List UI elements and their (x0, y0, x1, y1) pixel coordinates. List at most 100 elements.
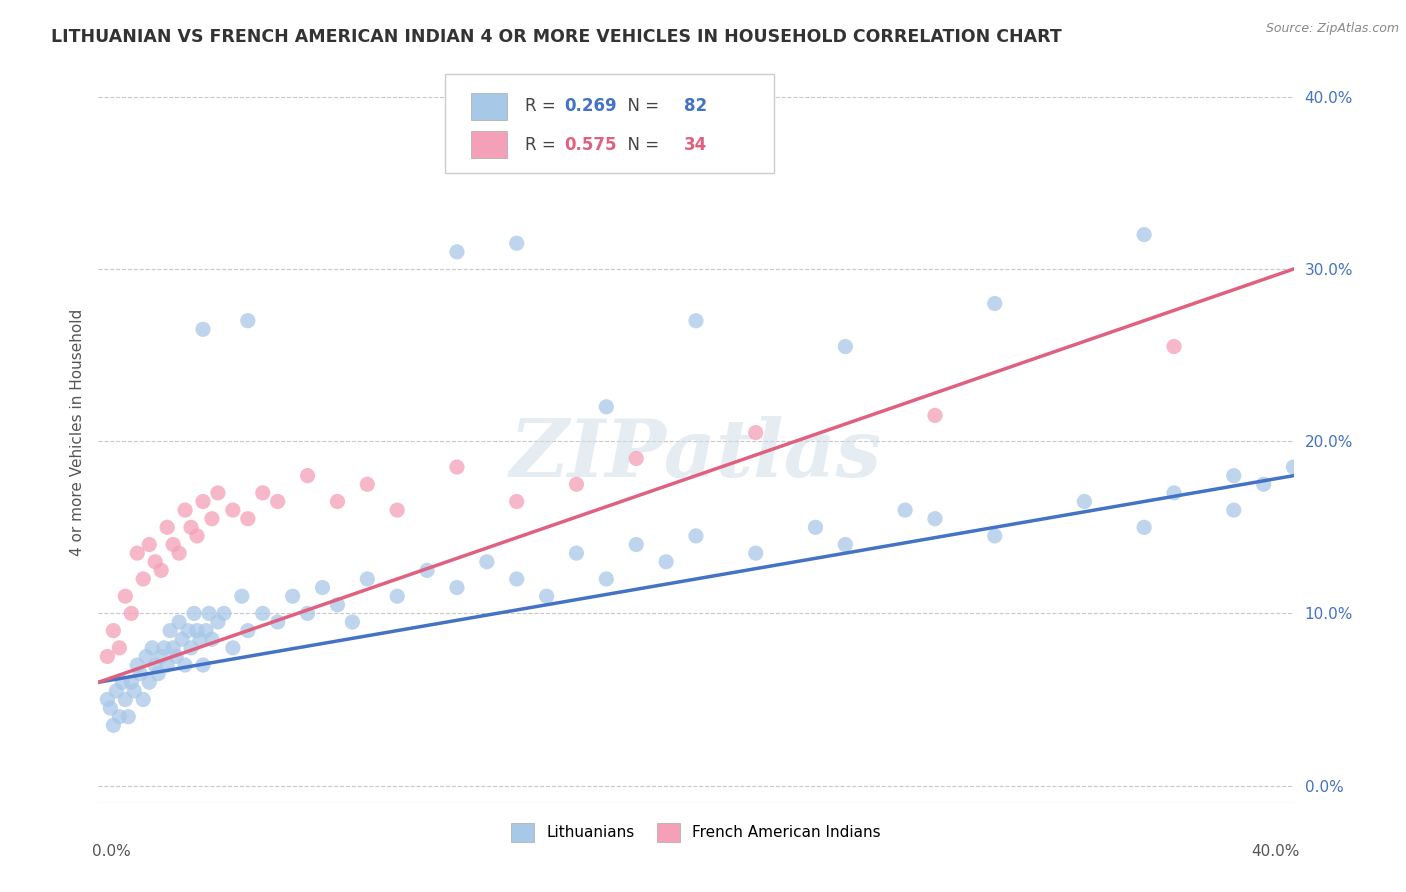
Point (506, 236, 529, 251)
Point (191, 322, 214, 336)
Point (114, 692, 136, 706)
Point (222, 503, 245, 517)
Point (446, 581, 468, 595)
Text: R =: R = (524, 136, 561, 153)
Point (141, 640, 163, 655)
Text: 34: 34 (685, 136, 707, 153)
Point (167, 546, 190, 560)
Point (188, 632, 211, 647)
Point (252, 486, 274, 500)
Point (565, 477, 588, 491)
Point (536, 589, 558, 603)
Point (180, 640, 202, 655)
Point (297, 468, 319, 483)
Point (114, 589, 136, 603)
Point (924, 512, 946, 526)
Point (685, 529, 707, 543)
Point (446, 244, 468, 259)
Point (212, 607, 235, 621)
Point (153, 640, 176, 655)
Point (96, 692, 118, 706)
Point (191, 658, 214, 673)
Point (326, 494, 349, 508)
Point (108, 640, 131, 655)
Point (506, 494, 529, 508)
Text: Source: ZipAtlas.com: Source: ZipAtlas.com (1265, 22, 1399, 36)
Point (132, 572, 155, 586)
Point (186, 624, 208, 638)
Point (297, 607, 319, 621)
Point (156, 658, 179, 673)
Point (326, 598, 349, 612)
Point (236, 624, 259, 638)
Point (565, 546, 588, 560)
Point (1073, 494, 1095, 508)
Text: N =: N = (617, 97, 665, 115)
Point (236, 512, 259, 526)
Point (174, 503, 197, 517)
Point (1133, 520, 1156, 534)
Point (150, 563, 173, 577)
Point (174, 658, 197, 673)
Point (150, 649, 173, 664)
Point (162, 640, 184, 655)
Point (191, 494, 214, 508)
Point (984, 529, 1007, 543)
Point (195, 624, 218, 638)
Legend: Lithuanians, French American Indians: Lithuanians, French American Indians (502, 814, 890, 851)
Point (103, 624, 125, 638)
Point (198, 607, 221, 621)
Point (180, 520, 202, 534)
Point (416, 563, 439, 577)
Point (984, 296, 1007, 310)
Point (1223, 468, 1246, 483)
Point (924, 409, 946, 423)
Point (834, 339, 856, 353)
Point (108, 709, 131, 723)
Point (685, 314, 707, 328)
Point (745, 425, 768, 440)
Point (1282, 460, 1305, 475)
Point (1253, 477, 1275, 491)
Point (236, 314, 259, 328)
Point (105, 684, 128, 698)
Point (127, 546, 149, 560)
Point (475, 555, 498, 569)
Point (162, 537, 184, 551)
Point (626, 537, 648, 551)
Point (894, 503, 917, 517)
Point (231, 589, 253, 603)
Point (252, 607, 274, 621)
Point (167, 615, 190, 629)
Point (1223, 503, 1246, 517)
Point (165, 649, 187, 664)
Point (138, 675, 160, 690)
Point (446, 460, 468, 475)
Text: 0.575: 0.575 (565, 136, 617, 153)
Text: 82: 82 (685, 97, 707, 115)
Point (127, 658, 149, 673)
Text: 40.0%: 40.0% (1251, 844, 1299, 858)
Point (111, 675, 134, 690)
Point (267, 494, 290, 508)
FancyBboxPatch shape (471, 93, 508, 120)
Point (132, 692, 155, 706)
Point (201, 512, 224, 526)
Point (281, 589, 304, 603)
Point (120, 607, 142, 621)
Point (311, 581, 333, 595)
Point (156, 520, 179, 534)
Point (148, 666, 170, 681)
Point (834, 537, 856, 551)
Text: LITHUANIAN VS FRENCH AMERICAN INDIAN 4 OR MORE VEHICLES IN HOUSEHOLD CORRELATION: LITHUANIAN VS FRENCH AMERICAN INDIAN 4 O… (51, 28, 1062, 45)
Point (159, 624, 181, 638)
Point (117, 709, 139, 723)
Point (626, 451, 648, 466)
Point (222, 640, 245, 655)
Point (138, 537, 160, 551)
Point (595, 400, 617, 414)
Point (595, 572, 617, 586)
Point (172, 632, 194, 647)
Point (385, 589, 409, 603)
Point (1133, 227, 1156, 242)
